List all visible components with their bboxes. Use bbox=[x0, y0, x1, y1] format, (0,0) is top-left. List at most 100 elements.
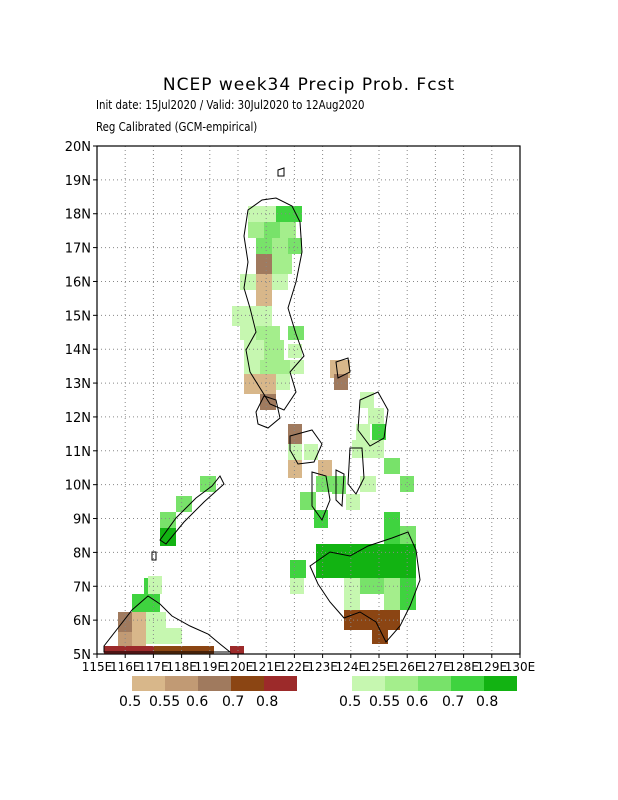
lon-label: 124E bbox=[336, 660, 367, 674]
lon-label: 123E bbox=[307, 660, 338, 674]
prob-cell bbox=[352, 440, 368, 458]
prob-cell bbox=[240, 274, 256, 290]
legend-swatch bbox=[352, 676, 385, 691]
lon-label: 117E bbox=[138, 660, 169, 674]
lon-label: 122E bbox=[279, 660, 310, 674]
prob-cell bbox=[360, 476, 376, 492]
lat-label: 15N bbox=[65, 309, 91, 324]
lon-label: 129E bbox=[477, 660, 508, 674]
lon-label: 118E bbox=[166, 660, 197, 674]
prob-cells bbox=[104, 206, 416, 654]
prob-cell bbox=[346, 494, 360, 510]
map-frame bbox=[96, 145, 521, 655]
calibration-text: Reg Calibrated (GCM-empirical) bbox=[96, 120, 258, 134]
prob-cell bbox=[290, 560, 306, 578]
prob-cell bbox=[256, 274, 272, 308]
coastline-cebu bbox=[335, 469, 345, 508]
lon-label: 130E bbox=[505, 660, 536, 674]
coastline-islet-1 bbox=[277, 167, 285, 177]
prob-cell bbox=[248, 222, 264, 238]
prob-cell bbox=[290, 360, 304, 374]
lon-label: 128E bbox=[448, 660, 479, 674]
lon-label: 119E bbox=[195, 660, 226, 674]
lat-label: 12N bbox=[65, 411, 91, 426]
prob-cell bbox=[384, 578, 400, 610]
prob-cell bbox=[264, 340, 284, 360]
legend-wet bbox=[352, 676, 517, 691]
prob-cell bbox=[288, 344, 302, 358]
coastline-palawan bbox=[159, 475, 225, 545]
lon-label: 125E bbox=[364, 660, 395, 674]
coastlines bbox=[103, 167, 421, 653]
prob-cell bbox=[300, 492, 316, 510]
coastline-mindanao bbox=[309, 531, 421, 643]
prob-cell bbox=[272, 238, 288, 254]
coastline-luzon bbox=[243, 197, 305, 411]
legend-label: 0.7 bbox=[442, 694, 465, 710]
lat-label: 14N bbox=[65, 343, 91, 358]
prob-cell bbox=[166, 628, 182, 644]
prob-cell bbox=[256, 238, 272, 254]
legend-dry bbox=[132, 676, 297, 691]
legend-label: 0.6 bbox=[186, 694, 209, 710]
prob-cell bbox=[360, 392, 374, 408]
lat-label: 16N bbox=[65, 275, 91, 290]
prob-cell bbox=[288, 444, 302, 460]
coastline-islet-3 bbox=[151, 551, 157, 561]
prob-cell bbox=[384, 458, 400, 474]
prob-cell bbox=[148, 576, 162, 594]
prob-cell bbox=[368, 408, 384, 424]
lat-label: 9N bbox=[73, 513, 91, 528]
legend-swatch bbox=[484, 676, 517, 691]
prob-cell bbox=[276, 374, 290, 390]
prob-cell bbox=[384, 512, 400, 544]
legend-label: 0.55 bbox=[369, 694, 401, 710]
prob-cell bbox=[288, 238, 302, 254]
prob-cell bbox=[160, 528, 176, 546]
legend-label: 0.8 bbox=[256, 694, 279, 710]
prob-cell bbox=[256, 326, 280, 340]
latitude-labels: 20N 19N 18N 17N 16N 15N 14N 13N 12N 11N 10N 9N 8N 7N 6… bbox=[65, 140, 91, 663]
coastline-panay bbox=[289, 429, 323, 465]
prob-cell bbox=[260, 360, 290, 374]
coastline-samar bbox=[357, 391, 389, 447]
legend-swatch bbox=[451, 676, 484, 691]
legend-label: 0.8 bbox=[476, 694, 499, 710]
prob-cell bbox=[132, 612, 146, 632]
legend-swatch bbox=[198, 676, 231, 691]
prob-cell bbox=[304, 444, 318, 460]
prob-cell bbox=[176, 496, 192, 512]
legend-label: 0.6 bbox=[406, 694, 429, 710]
prob-cell bbox=[316, 544, 416, 578]
prob-cell bbox=[400, 578, 416, 610]
prob-cell bbox=[400, 476, 414, 492]
prob-cell bbox=[146, 628, 166, 644]
legend-swatch bbox=[231, 676, 264, 691]
lat-label: 18N bbox=[65, 208, 91, 223]
legend-label: 0.55 bbox=[149, 694, 181, 710]
lat-label: 13N bbox=[65, 377, 91, 392]
init-valid-text: Init date: 15Jul2020 / Valid: 30Jul2020 … bbox=[96, 98, 365, 112]
prob-cell bbox=[272, 274, 288, 290]
prob-cell bbox=[232, 306, 248, 326]
prob-cell bbox=[360, 578, 384, 594]
lat-label: 20N bbox=[65, 140, 91, 155]
prob-cell bbox=[260, 394, 276, 410]
grid-lines bbox=[97, 146, 520, 654]
prob-cell bbox=[280, 222, 296, 238]
map-title: NCEP week34 Precip Prob. Fcst bbox=[162, 75, 456, 95]
prob-cell bbox=[118, 632, 132, 648]
lat-label: 7N bbox=[73, 580, 91, 595]
legend-label: 0.7 bbox=[222, 694, 245, 710]
prob-cell bbox=[288, 460, 302, 478]
prob-cell bbox=[248, 206, 264, 222]
prob-cell bbox=[104, 646, 154, 654]
prob-cell bbox=[200, 476, 216, 492]
legend-swatch bbox=[385, 676, 418, 691]
lon-label: 116E bbox=[110, 660, 141, 674]
prob-cell bbox=[330, 360, 350, 378]
lat-label: 17N bbox=[65, 242, 91, 257]
lon-label: 127E bbox=[420, 660, 451, 674]
lat-label: 8N bbox=[73, 546, 91, 561]
